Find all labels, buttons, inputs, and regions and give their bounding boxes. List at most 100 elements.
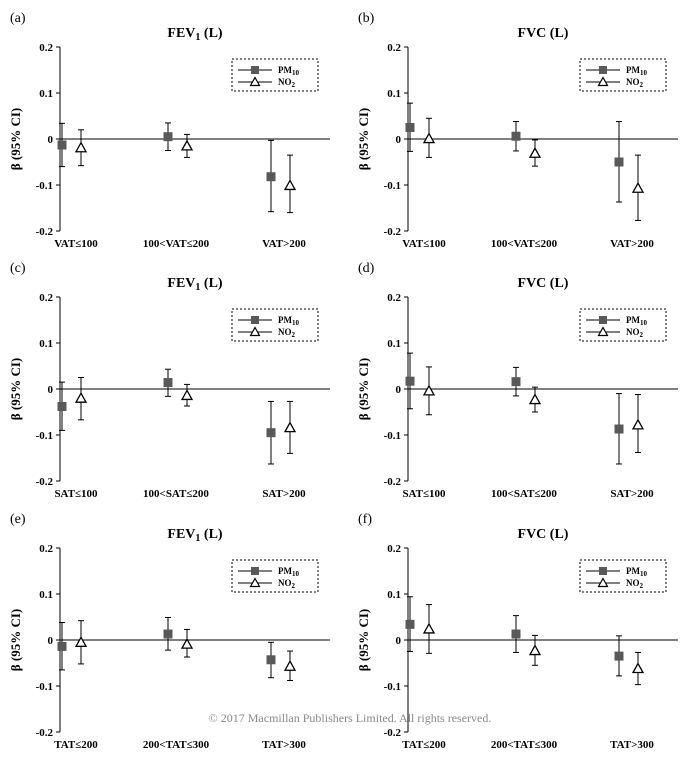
y-tick-label: 0.1 [39,88,53,100]
legend-label-no2: NO2 [626,327,644,339]
point-no2 [283,659,297,671]
y-tick-label: -0.1 [36,681,53,693]
legend-label-no2: NO2 [278,327,296,339]
legend-marker-no2 [249,326,261,337]
chart-title: FVC (L) [518,26,569,41]
panel-f: (f) FVC (L) β (95% CI) 0.2 0.1 0 -0.1 -0.2TAT≤2… [356,512,678,751]
panel-b: (b) FVC (L) β (95% CI) 0.2 0.1 0 -0.1 -0.2VAT≤1… [356,11,678,250]
legend-box [231,559,319,593]
y-axis-label: β (95% CI) [8,609,23,671]
legend-label-pm10: PM10 [626,566,648,578]
legend-marker-pm10 [599,66,607,74]
y-tick-label: 0.2 [387,42,401,54]
point-pm10 [511,629,521,639]
point-no2 [283,179,297,191]
panel-c: (c) FEV1 (L) β (95% CI) 0.2 0.1 0 -0.1 -0.2SAT≤… [8,261,330,500]
panel-label: (e) [10,512,26,527]
category-label: 100<SAT≤200 [491,488,557,500]
y-tick-label: -0.2 [36,226,54,238]
point-no2 [528,393,542,405]
y-tick-label: -0.2 [36,727,54,739]
y-tick-label: 0 [396,134,402,146]
point-pm10 [614,157,624,167]
point-no2 [180,637,194,649]
legend-marker-pm10 [251,316,259,324]
category-label: TAT>300 [262,739,306,751]
point-pm10 [266,655,276,665]
y-tick-label: 0 [396,384,402,396]
point-pm10 [405,123,415,132]
y-tick-label: 0.2 [39,42,53,54]
y-tick-label: -0.1 [384,681,401,693]
panel-a: (a) FEV1 (L) β (95% CI) 0.2 0.1 0 -0.1 -0.2VAT≤… [8,11,330,250]
y-tick-label: 0 [48,134,54,146]
point-no2 [631,418,645,430]
chart-title: FVC (L) [518,527,569,542]
legend-marker-no2 [249,577,261,588]
category-label: SAT>200 [610,488,654,500]
category-label: TAT>300 [610,739,654,751]
point-no2 [74,141,88,153]
point-pm10 [57,641,67,651]
point-pm10 [57,401,67,411]
y-axis-label: β (95% CI) [8,358,23,420]
chart-title: FEV1 (L) [167,527,223,544]
point-no2 [74,635,88,647]
chart-title: FVC (L) [518,276,569,291]
point-no2 [283,421,297,433]
legend-box [231,58,319,92]
y-axis-label: β (95% CI) [356,108,371,170]
point-pm10 [266,428,276,438]
legend-marker-pm10 [599,567,607,575]
y-tick-label: -0.2 [384,226,402,238]
legend-label-pm10: PM10 [278,566,300,578]
y-tick-label: 0 [48,635,54,647]
category-label: 200<TAT≤300 [491,739,558,751]
chart-title: FEV1 (L) [167,26,223,43]
legend-marker-no2 [249,76,261,87]
point-no2 [180,139,194,151]
y-tick-label: -0.2 [384,476,402,488]
legend-marker-pm10 [251,567,259,575]
point-pm10 [511,131,521,141]
panel-d: (d) FVC (L) β (95% CI) 0.2 0.1 0 -0.1 -0.2SAT≤1… [356,261,678,500]
category-label: 100<VAT≤200 [143,238,210,250]
category-label: VAT>200 [262,238,306,250]
point-no2 [631,181,645,193]
legend-marker-pm10 [251,66,259,74]
y-tick-label: -0.2 [384,727,402,739]
category-label: VAT≤100 [402,238,446,250]
legend-box [231,308,319,342]
legend-label-pm10: PM10 [278,315,300,327]
y-axis-label: β (95% CI) [8,108,23,170]
legend-label-pm10: PM10 [626,65,648,77]
point-no2 [180,389,194,401]
category-label: VAT>200 [610,238,654,250]
panel-e: (e) FEV1 (L) β (95% CI) 0.2 0.1 0 -0.1 -0.2TAT≤… [8,512,330,751]
point-no2 [528,146,542,158]
legend-box [579,308,667,342]
legend-label-no2: NO2 [278,77,296,89]
category-label: 100<VAT≤200 [491,238,558,250]
y-tick-label: -0.1 [36,430,53,442]
y-tick-label: -0.1 [384,180,401,192]
panel-label: (b) [358,11,375,26]
point-no2 [631,662,645,674]
point-pm10 [405,619,415,629]
y-tick-label: 0.1 [39,338,53,350]
legend-label-pm10: PM10 [278,65,300,77]
panel-label: (a) [10,11,26,26]
y-axis-label: β (95% CI) [356,609,371,671]
panel-label: (c) [10,261,26,276]
point-pm10 [511,377,521,387]
y-tick-label: -0.2 [36,476,54,488]
point-pm10 [405,376,415,386]
legend-label-no2: NO2 [626,77,644,89]
legend-box [579,559,667,593]
